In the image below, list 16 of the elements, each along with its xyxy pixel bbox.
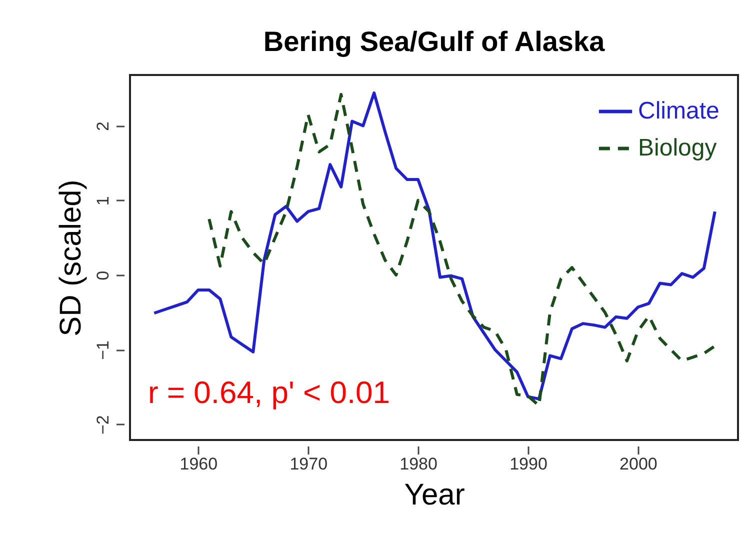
y-tick-label: −2	[94, 415, 112, 435]
y-tick-label: 2	[94, 122, 112, 131]
y-axis-title: SD (scaled)	[54, 180, 88, 336]
chart-title: Bering Sea/Gulf of Alaska	[263, 26, 606, 57]
legend-label: Climate	[638, 98, 720, 124]
y-tick-label: 1	[94, 196, 112, 206]
y-tick-label: 0	[94, 270, 112, 280]
x-tick-label: 1960	[180, 454, 218, 474]
legend-label: Biology	[638, 134, 717, 162]
x-tick-label: 1980	[400, 454, 438, 474]
x-tick-label: 1970	[290, 454, 328, 474]
x-tick-label: 2000	[620, 454, 658, 474]
annotation: r = 0.64, p' < 0.01	[148, 375, 390, 410]
y-tick-label: −1	[94, 340, 112, 360]
x-axis-title: Year	[404, 478, 465, 512]
x-tick-label: 1990	[510, 454, 548, 474]
